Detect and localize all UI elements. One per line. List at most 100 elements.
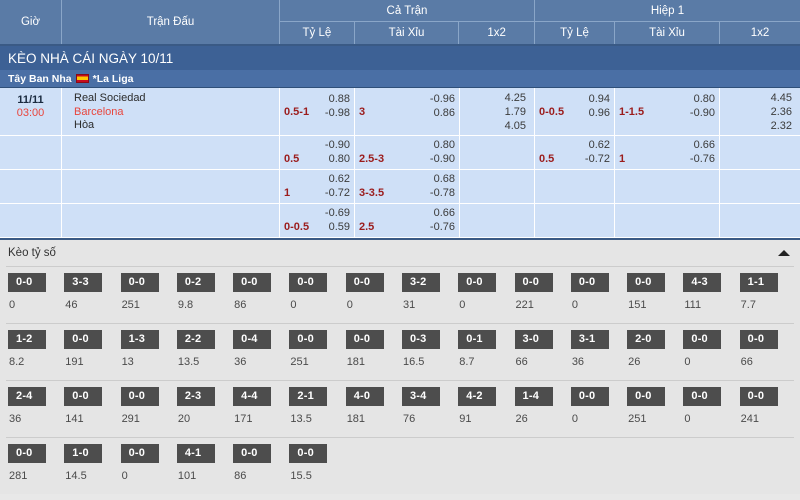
score-chip[interactable]: 0-2	[176, 273, 215, 292]
fulltime-1x2-cell[interactable]	[460, 170, 535, 203]
firsthalf-1x2-cell[interactable]	[720, 136, 800, 169]
correct-score-cell[interactable]: 2-2 13.5	[174, 323, 232, 380]
correct-score-cell[interactable]: 0-0 251	[287, 323, 344, 380]
firsthalf-1x2-cell[interactable]: 4.45 2.36 2.32	[720, 88, 800, 135]
fulltime-overunder-cell[interactable]: 3-3.5 0.68 -0.78	[355, 170, 460, 203]
score-chip[interactable]: 0-0	[570, 387, 609, 406]
correct-score-cell[interactable]: 0-2 9.8	[174, 266, 232, 323]
correct-score-cell[interactable]: 4-4 171	[231, 380, 288, 437]
score-chip[interactable]: 4-3	[683, 273, 722, 292]
firsthalf-overunder-cell[interactable]: 1-1.5 0.80 -0.90	[615, 88, 720, 135]
correct-score-cell[interactable]: 0-0 0	[287, 266, 344, 323]
correct-score-cell[interactable]: 3-1 36	[568, 323, 626, 380]
score-chip[interactable]: 0-0	[458, 273, 497, 292]
correct-score-cell[interactable]: 0-0 251	[625, 380, 682, 437]
score-chip[interactable]: 0-0	[120, 273, 159, 292]
score-chip[interactable]: 3-0	[514, 330, 553, 349]
score-chip[interactable]: 2-1	[289, 387, 328, 406]
correct-score-cell[interactable]: 3-2 31	[399, 266, 457, 323]
fulltime-handicap-cell[interactable]: 0-0.5 -0.69 0.59	[280, 204, 355, 237]
correct-score-cell[interactable]: 0-0 281	[6, 437, 63, 494]
table-row[interactable]: 1 0.62 -0.72 3-3.5 0.68 -0.78	[0, 170, 800, 204]
score-chip[interactable]: 1-1	[739, 273, 778, 292]
score-chip[interactable]: 3-2	[401, 273, 440, 292]
fulltime-overunder-cell[interactable]: 2.5-3 0.80 -0.90	[355, 136, 460, 169]
score-chip[interactable]: 2-2	[176, 330, 215, 349]
score-chip[interactable]: 0-0	[345, 330, 384, 349]
score-chip[interactable]: 0-0	[739, 330, 778, 349]
score-chip[interactable]: 0-0	[120, 444, 159, 463]
fulltime-handicap-cell[interactable]: 0.5-1 0.88 -0.98	[280, 88, 355, 135]
table-row[interactable]: 0.5 -0.90 0.80 2.5-3 0.80 -0.90 0.5 0.62…	[0, 136, 800, 170]
table-row[interactable]: 0-0.5 -0.69 0.59 2.5 0.66 -0.76	[0, 204, 800, 238]
league-bar[interactable]: Tây Ban Nha *La Liga	[0, 70, 800, 88]
fulltime-1x2-cell[interactable]	[460, 204, 535, 237]
correct-score-cell[interactable]: 0-4 36	[231, 323, 288, 380]
correct-score-cell[interactable]: 1-2 8.2	[6, 323, 63, 380]
score-chip[interactable]: 0-0	[514, 273, 553, 292]
score-chip[interactable]: 0-0	[627, 387, 666, 406]
score-chip[interactable]: 1-4	[514, 387, 553, 406]
firsthalf-overunder-cell[interactable]	[615, 170, 720, 203]
correct-score-cell[interactable]: 0-0 221	[512, 266, 569, 323]
correct-score-cell[interactable]: 0-0 151	[625, 266, 682, 323]
score-chip[interactable]: 2-0	[627, 330, 666, 349]
caret-up-icon[interactable]	[778, 250, 790, 256]
correct-score-cell[interactable]: 4-2 91	[456, 380, 513, 437]
correct-score-cell[interactable]: 2-3 20	[174, 380, 232, 437]
correct-score-cell[interactable]: 0-0 0	[568, 266, 626, 323]
correct-score-cell[interactable]: 0-0 86	[231, 437, 288, 494]
correct-score-cell[interactable]: 1-4 26	[512, 380, 569, 437]
score-chip[interactable]: 0-1	[458, 330, 497, 349]
score-chip[interactable]: 0-0	[120, 387, 159, 406]
correct-score-cell[interactable]: 0-0 141	[62, 380, 119, 437]
firsthalf-overunder-cell[interactable]: 1 0.66 -0.76	[615, 136, 720, 169]
score-chip[interactable]: 0-0	[289, 330, 328, 349]
correct-score-cell[interactable]: 0-1 8.7	[456, 323, 513, 380]
correct-score-cell[interactable]: 3-3 46	[62, 266, 119, 323]
firsthalf-handicap-cell[interactable]: 0.5 0.62 -0.72	[535, 136, 615, 169]
score-chip[interactable]: 4-2	[458, 387, 497, 406]
score-chip[interactable]: 0-0	[683, 330, 722, 349]
score-chip[interactable]: 0-0	[739, 387, 778, 406]
firsthalf-handicap-cell[interactable]	[535, 170, 615, 203]
score-chip[interactable]: 0-0	[683, 387, 722, 406]
correct-score-cell[interactable]: 0-0 86	[231, 266, 288, 323]
correct-score-cell[interactable]: 4-3 111	[681, 266, 738, 323]
score-chip[interactable]: 0-0	[233, 273, 272, 292]
correct-score-cell[interactable]: 0-0 181	[343, 323, 400, 380]
firsthalf-1x2-cell[interactable]	[720, 170, 800, 203]
correct-score-cell[interactable]: 0-0 0	[681, 323, 738, 380]
correct-score-cell[interactable]: 2-1 13.5	[287, 380, 344, 437]
correct-score-cell[interactable]: 0-3 16.5	[399, 323, 457, 380]
correct-score-cell[interactable]: 0-0 15.5	[287, 437, 344, 494]
firsthalf-handicap-cell[interactable]: 0-0.5 0.94 0.96	[535, 88, 615, 135]
score-chip[interactable]: 4-4	[233, 387, 272, 406]
score-chip[interactable]: 3-3	[64, 273, 103, 292]
score-chip[interactable]: 0-4	[233, 330, 272, 349]
correct-score-cell[interactable]: 2-4 36	[6, 380, 63, 437]
correct-score-cell[interactable]: 1-3 13	[118, 323, 175, 380]
score-chip[interactable]: 0-0	[289, 273, 328, 292]
fulltime-overunder-cell[interactable]: 3 -0.96 0.86	[355, 88, 460, 135]
score-chip[interactable]: 1-2	[8, 330, 46, 349]
score-chip[interactable]: 2-3	[176, 387, 215, 406]
score-chip[interactable]: 0-0	[8, 444, 46, 463]
score-chip[interactable]: 4-0	[345, 387, 384, 406]
correct-score-cell[interactable]: 1-1 7.7	[737, 266, 794, 323]
fulltime-1x2-cell[interactable]	[460, 136, 535, 169]
correct-score-header[interactable]: Kèo tỷ số	[0, 240, 800, 266]
correct-score-cell[interactable]: 0-0 291	[118, 380, 175, 437]
score-chip[interactable]: 0-0	[627, 273, 666, 292]
correct-score-cell[interactable]: 0-0 0	[6, 266, 63, 323]
correct-score-cell[interactable]: 0-0 66	[737, 323, 794, 380]
score-chip[interactable]: 0-0	[64, 387, 103, 406]
score-chip[interactable]: 0-3	[401, 330, 440, 349]
score-chip[interactable]: 0-0	[345, 273, 384, 292]
correct-score-cell[interactable]: 0-0 0	[456, 266, 513, 323]
score-chip[interactable]: 0-0	[233, 444, 272, 463]
fulltime-overunder-cell[interactable]: 2.5 0.66 -0.76	[355, 204, 460, 237]
correct-score-cell[interactable]: 0-0 251	[118, 266, 175, 323]
fulltime-handicap-cell[interactable]: 0.5 -0.90 0.80	[280, 136, 355, 169]
correct-score-cell[interactable]: 0-0 241	[737, 380, 794, 437]
